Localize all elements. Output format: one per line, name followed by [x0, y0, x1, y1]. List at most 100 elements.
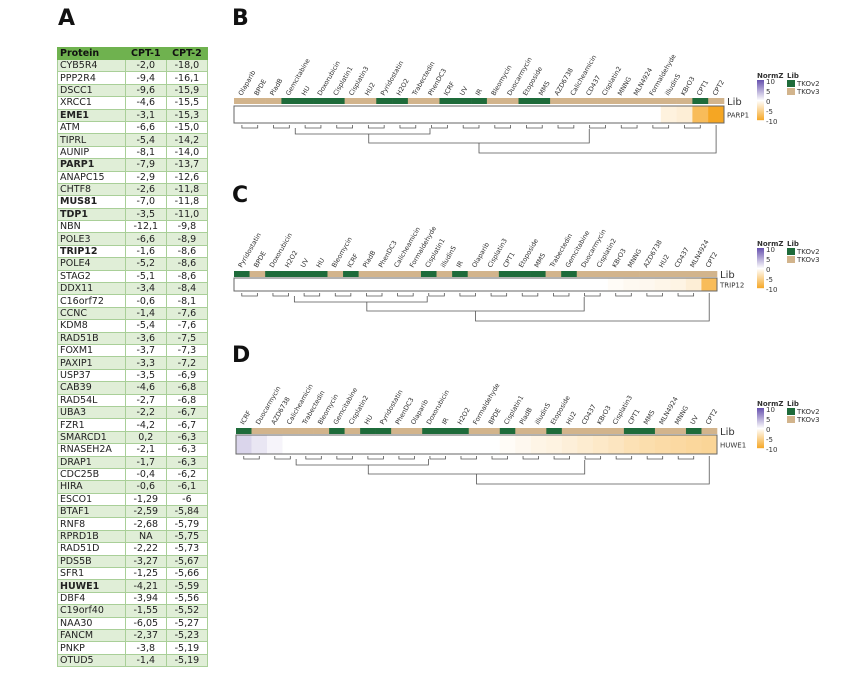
cpt1-cell: -2,37: [124, 628, 167, 643]
normz-tick: 0: [766, 266, 770, 274]
lib-cell: [392, 98, 409, 104]
lib-cell: [692, 98, 709, 104]
normz-tick: 5: [766, 416, 770, 424]
cpt2-cell: -5,56: [165, 591, 209, 606]
heatmap-cell: [592, 278, 609, 291]
heatmap-cell: [296, 278, 313, 291]
lib-cell: [623, 271, 640, 277]
normz-scale-step: [757, 88, 764, 90]
heatmap-border: [233, 105, 725, 124]
heatmap-cell: [644, 106, 662, 123]
lib-swatch: [787, 256, 795, 263]
lib-cell: [343, 271, 359, 277]
normz-scale-step: [757, 271, 764, 273]
normz-scale-step: [757, 115, 764, 117]
lib-cell: [608, 428, 625, 434]
drug-label: IR: [440, 416, 450, 426]
heatmap-cell: [561, 278, 578, 291]
normz-scale-step: [757, 86, 764, 88]
normz-scale-step: [757, 82, 764, 84]
normz-scale-step: [757, 91, 764, 93]
lib-cell: [344, 428, 361, 434]
normz-scale-step: [757, 421, 764, 423]
drug-label: BPDE: [252, 250, 268, 269]
normz-scale-step: [757, 286, 764, 288]
heatmap-cell: [360, 435, 376, 454]
heatmap-cell: [311, 278, 328, 291]
lib-item: TKOv3: [796, 256, 820, 264]
protein-cell: TDP1: [57, 207, 126, 222]
table-row: ATM -6,6 -15,0: [57, 120, 209, 135]
lib-cell: [249, 98, 266, 104]
cpt2-cell: -5,19: [165, 653, 209, 668]
protein-cell: ANAPC15: [57, 170, 126, 184]
heatmap-cell: [389, 278, 406, 291]
normz-scale-step: [757, 85, 764, 87]
normz-scale-step: [757, 438, 764, 440]
lib-cell: [405, 271, 422, 277]
heatmap-cell: [546, 435, 563, 454]
lib-cell: [267, 428, 283, 434]
lib-cell: [483, 271, 500, 277]
lib-cell: [515, 428, 532, 434]
lib-cell: [654, 428, 671, 434]
lib-cell: [344, 98, 361, 104]
protein-cell: NBN: [57, 220, 126, 234]
lib-cell: [577, 428, 594, 434]
normz-scale-step: [757, 283, 764, 285]
normz-scale-step: [757, 431, 764, 433]
lib-cell: [452, 271, 469, 277]
cpt2-cell: -5,19: [165, 641, 209, 655]
cpt2-cell: -5,27: [165, 616, 209, 630]
lib-cell: [499, 428, 516, 434]
lib-cell: [265, 271, 282, 277]
normz-scale-step: [757, 274, 764, 276]
drug-label: HU: [300, 84, 312, 97]
gene-label: PARP1: [727, 112, 749, 120]
protein-cell: UBA3: [57, 405, 126, 420]
normz-scale-step: [757, 95, 764, 97]
normz-scale-step: [757, 440, 764, 442]
lib-cell: [607, 271, 624, 277]
normz-scale-step: [757, 445, 764, 447]
lib-cell: [592, 428, 609, 434]
lib-cell: [471, 98, 488, 104]
heatmap-cell: [530, 435, 547, 454]
heatmap-cell: [499, 435, 516, 454]
cpt1-cell: -1,55: [124, 604, 167, 618]
normz-scale-step: [757, 258, 764, 260]
normz-scale-step: [757, 89, 764, 91]
cpt1-cell: -8,1: [124, 145, 167, 160]
lib-cell: [561, 271, 578, 277]
table-row: FOXM1 -3,7 -7,3: [57, 343, 209, 358]
heatmap-cell: [530, 278, 546, 291]
lib-cell: [644, 98, 662, 104]
lib-cell: [360, 428, 376, 434]
heatmap-cell: [251, 435, 268, 454]
panel-label-d: D: [232, 343, 251, 368]
heatmap-cell: [660, 106, 677, 123]
drug-label: MNNG: [616, 75, 633, 97]
lib-cell: [708, 98, 725, 104]
protein-cell: C19orf40: [57, 604, 126, 618]
lib-title: Lib: [787, 400, 799, 408]
protein-cell: CCNC: [57, 306, 126, 321]
protein-cell: RPRD1B: [57, 529, 126, 544]
table-row: TRIP12 -1,6 -8,6: [57, 244, 209, 259]
normz-scale-step: [757, 117, 764, 119]
heatmap-cell: [344, 106, 361, 123]
table-row: AUNIP -8,1 -14,0: [57, 145, 209, 160]
normz-scale-step: [757, 248, 764, 250]
lib-title: Lib: [787, 240, 799, 248]
normz-title: NormZ: [757, 72, 784, 80]
normz-scale-step: [757, 444, 764, 446]
heatmap-cell: [439, 106, 456, 123]
cpt2-cell: -14,2: [165, 133, 209, 147]
table-row: PARP1 -7,9 -13,7: [57, 158, 209, 172]
table-row: FZR1 -4,2 -6,7: [57, 418, 209, 432]
normz-scale-step: [757, 265, 764, 267]
cpt1-cell: -2,6: [124, 182, 167, 197]
heatmap-cell: [265, 106, 282, 123]
drug-label: H2O2: [395, 77, 411, 97]
